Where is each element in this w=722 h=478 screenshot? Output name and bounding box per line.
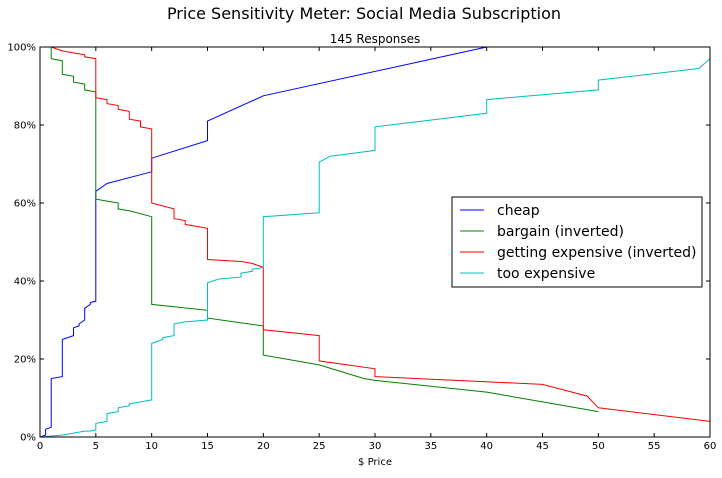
x-tick-label: 5	[93, 441, 99, 452]
y-tick-label: 0%	[20, 433, 36, 444]
y-tick-label: 20%	[14, 355, 36, 366]
x-tick-label: 50	[592, 441, 605, 452]
legend-frame	[451, 196, 703, 288]
x-tick-label: 45	[536, 441, 549, 452]
legend-label-0: cheap	[497, 203, 540, 219]
chart-subtitle: 145 Responses	[330, 32, 421, 46]
x-tick-label: 25	[313, 441, 326, 452]
series-line-2	[51, 46, 711, 422]
legend: cheap bargain (inverted) getting expensive…	[451, 196, 703, 288]
x-tick-label: 15	[201, 441, 214, 452]
x-tick-label: 10	[145, 441, 158, 452]
series-line-1	[50, 47, 599, 413]
legend-label-3: too expensive	[497, 266, 595, 282]
legend-label-1: bargain (inverted)	[497, 224, 624, 240]
x-tick-label: 30	[369, 441, 382, 452]
x-tick-label: 0	[37, 441, 43, 452]
y-tick-label: 60%	[14, 199, 36, 210]
series-line-3	[39, 58, 711, 438]
y-tick-label: 80%	[14, 121, 36, 132]
x-tick-label: 60	[704, 441, 717, 452]
y-tick-label: 40%	[14, 277, 36, 288]
x-tick-label: 35	[424, 441, 437, 452]
x-tick-label: 55	[648, 441, 661, 452]
x-axis-label: $ Price	[358, 457, 392, 468]
chart-title: Price Sensitivity Meter: Social Media Su…	[167, 4, 561, 23]
y-tick-label: 100%	[7, 43, 36, 54]
legend-label-2: getting expensive (inverted)	[497, 245, 696, 261]
series-line-0	[39, 46, 487, 438]
axis-ticks: 0 5 10 15 20 25 30 35 40 45 50 55 60 0% 20% 40% 60% 80% 10…	[7, 43, 716, 453]
x-tick-label: 40	[480, 441, 493, 452]
x-tick-label: 20	[257, 441, 270, 452]
series-layer	[39, 46, 711, 438]
